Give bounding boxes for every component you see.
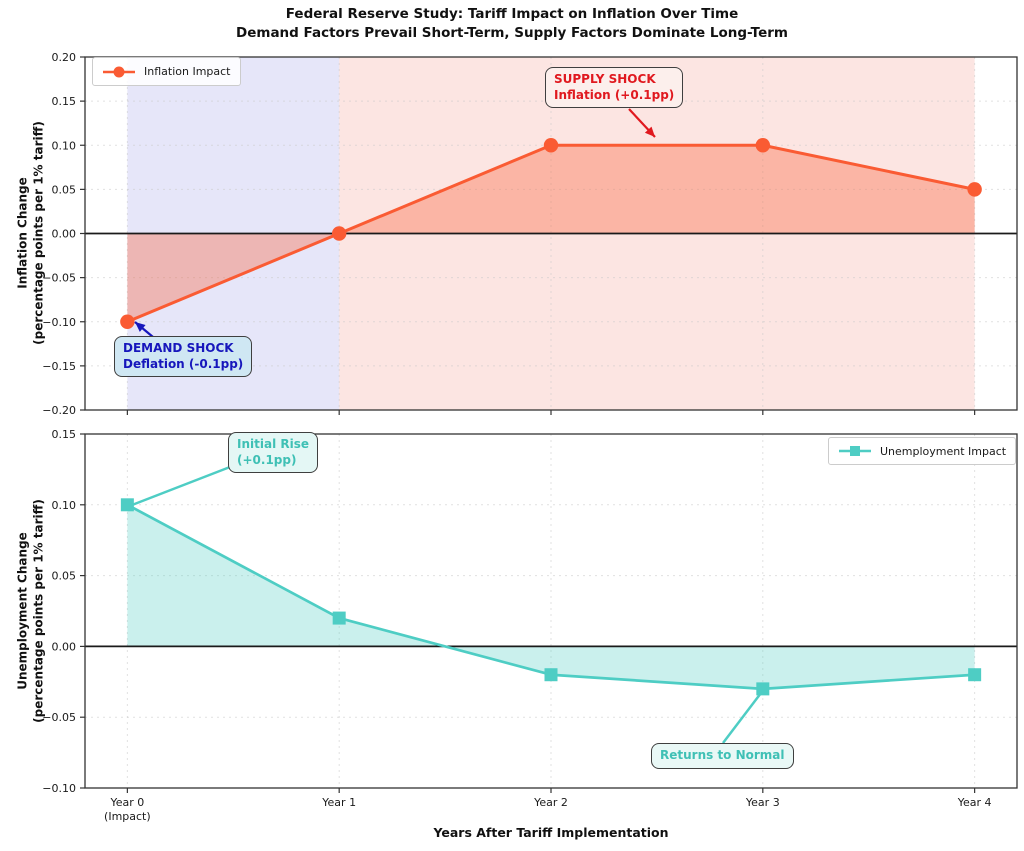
legend-inflation-sample-icon — [103, 66, 135, 77]
x-axis-label: Years After Tariff Implementation — [433, 825, 669, 840]
y-tick-label: −0.10 — [42, 316, 76, 329]
y-tick-label: −0.10 — [42, 782, 76, 795]
data-point-unemployment-4 — [968, 668, 982, 682]
annotation-returns-to-normal: Returns to Normal — [651, 743, 794, 769]
y-axis-label-inflation-line1: Inflation Change — [15, 177, 30, 289]
annotation-supply-shock: SUPPLY SHOCK Inflation (+0.1pp) — [545, 67, 684, 109]
data-point-inflation-4 — [967, 182, 982, 197]
area-fill — [127, 504, 975, 689]
x-tick-label: Year 4 — [957, 796, 992, 809]
data-point-inflation-2 — [543, 138, 559, 153]
y-axis-label-unemployment-line1: Unemployment Change — [15, 532, 30, 690]
y-tick-label: 0.00 — [52, 640, 77, 653]
annotation-supply-shock-line2: Inflation (+0.1pp) — [554, 87, 675, 102]
y-tick-label: 0.20 — [52, 51, 77, 64]
y-tick-label: −0.05 — [42, 272, 76, 285]
x-tick-label: Year 2 — [533, 796, 568, 809]
annotation-arrowhead — [135, 322, 146, 332]
annotation-arrowhead — [644, 126, 655, 137]
annotation-arrow — [722, 692, 762, 744]
data-point-inflation-0 — [120, 314, 135, 329]
x-tick-label: Year 3 — [745, 796, 780, 809]
data-point-unemployment-1 — [332, 611, 346, 625]
annotation-supply-shock-line1: SUPPLY SHOCK — [554, 72, 656, 86]
y-axis-label-inflation: Inflation Change (percentage points per … — [15, 121, 46, 345]
y-tick-label: 0.05 — [52, 570, 77, 583]
y-tick-label: 0.15 — [52, 428, 77, 441]
y-tick-label: −0.15 — [42, 360, 76, 373]
chart-title-line1: Federal Reserve Study: Tariff Impact on … — [285, 6, 739, 22]
legend-unemployment: Unemployment Impact — [828, 437, 1017, 465]
data-point-unemployment-3 — [756, 682, 770, 696]
annotation-arrow — [131, 465, 231, 507]
chart-title-line2: Demand Factors Prevail Short-Term, Suppl… — [236, 24, 788, 41]
annotation-returns-to-normal-line1: Returns to Normal — [660, 748, 785, 762]
y-tick-label: 0.00 — [52, 228, 77, 241]
y-tick-label: 0.05 — [52, 183, 77, 196]
y-tick-label: −0.20 — [42, 404, 76, 417]
legend-inflation-label: Inflation Impact — [144, 65, 231, 78]
data-point-inflation-1 — [331, 226, 347, 241]
y-axis-label-unemployment-line2: (percentage points per 1% tariff) — [31, 499, 45, 723]
annotation-initial-rise-line1: Initial Rise — [237, 437, 309, 451]
annotation-demand-shock-line1: DEMAND SHOCK — [123, 341, 234, 355]
annotation-demand-shock: DEMAND SHOCK Deflation (-0.1pp) — [114, 336, 253, 378]
x-tick-label: Year 0 (Impact) — [104, 796, 151, 823]
y-tick-label: 0.10 — [52, 499, 77, 512]
annotation-initial-rise-line2: (+0.1pp) — [237, 452, 297, 467]
x-tick-label: Year 1 — [321, 796, 356, 809]
legend-unemployment-label: Unemployment Impact — [880, 444, 1007, 458]
data-point-inflation-3 — [755, 138, 771, 153]
annotation-initial-rise: Initial Rise (+0.1pp) — [228, 432, 318, 474]
chart-title: Federal Reserve Study: Tariff Impact on … — [0, 5, 1024, 43]
data-point-unemployment-0 — [120, 498, 134, 512]
y-tick-label: 0.15 — [52, 95, 77, 108]
legend-inflation: Inflation Impact — [92, 57, 241, 86]
annotation-demand-shock-line2: Deflation (-0.1pp) — [123, 356, 244, 371]
y-axis-label-unemployment: Unemployment Change (percentage points p… — [15, 499, 46, 723]
data-point-unemployment-2 — [544, 668, 558, 682]
y-axis-label-inflation-line2: (percentage points per 1% tariff) — [31, 121, 45, 345]
y-tick-label: 0.10 — [52, 139, 77, 152]
legend-unemployment-sample-icon — [839, 446, 871, 456]
y-tick-label: −0.05 — [42, 711, 76, 724]
